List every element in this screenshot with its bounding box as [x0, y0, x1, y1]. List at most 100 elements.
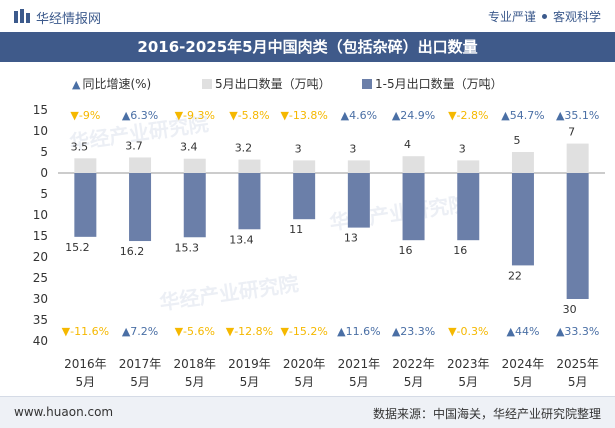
- x-tick-label: 5月: [294, 375, 314, 389]
- may-value-label: 7: [568, 126, 575, 139]
- legend-ytd: 1-5月出口数量（万吨）: [362, 75, 503, 92]
- y-tick-label: 15: [33, 103, 48, 117]
- dot-icon: [541, 14, 547, 19]
- brand-name: 华经情报网: [36, 12, 102, 27]
- may-yoy-label: ▲4.6%: [341, 109, 377, 122]
- ytd-value-label: 13: [344, 232, 358, 245]
- may-value-label: 3: [295, 142, 302, 155]
- y-tick-label: 5: [40, 145, 48, 159]
- legend-may-swatch: [202, 79, 212, 89]
- x-tick-label: 2025年: [556, 357, 599, 371]
- ytd-bar: [347, 173, 370, 228]
- x-tick-label: 2020年: [283, 357, 326, 371]
- legend-yoy-label: 同比增速(%): [82, 77, 152, 91]
- ytd-value-label: 16.2: [120, 245, 145, 258]
- y-tick-label: 0: [40, 166, 48, 180]
- x-tick-label: 5月: [513, 375, 533, 389]
- may-value-label: 3: [459, 142, 466, 155]
- ytd-yoy-label: ▼-5.6%: [175, 325, 215, 338]
- y-tick-label: 40: [33, 334, 48, 348]
- ytd-bar: [183, 173, 206, 238]
- legend-may: 5月出口数量（万吨）: [202, 75, 331, 92]
- x-tick-label: 5月: [404, 375, 424, 389]
- header: 华经情报网 专业严谨 客观科学: [0, 0, 615, 32]
- ytd-value-label: 30: [563, 303, 577, 316]
- ytd-bar: [129, 173, 152, 242]
- may-value-label: 3.5: [71, 140, 89, 153]
- may-value-label: 3: [349, 142, 356, 155]
- ytd-value-label: 16: [399, 244, 413, 257]
- ytd-bar: [74, 173, 97, 237]
- may-bar: [402, 156, 425, 173]
- may-bar: [129, 157, 152, 173]
- may-yoy-label: ▼-9.3%: [175, 109, 215, 122]
- ytd-value-label: 22: [508, 269, 522, 282]
- x-tick-label: 5月: [240, 375, 260, 389]
- x-tick-label: 2024年: [502, 357, 545, 371]
- may-bar: [238, 159, 261, 173]
- y-tick-label: 10: [33, 124, 48, 138]
- may-yoy-label: ▲35.1%: [556, 109, 599, 122]
- may-yoy-label: ▼-5.8%: [229, 109, 269, 122]
- x-tick-label: 2021年: [338, 357, 381, 371]
- tagline: 专业严谨 客观科学: [488, 8, 601, 25]
- x-tick-label: 2022年: [392, 357, 435, 371]
- website-link[interactable]: www.huaon.com: [14, 405, 114, 419]
- may-bar: [457, 160, 480, 173]
- up-triangle-icon: ▲: [72, 78, 81, 91]
- tagline-right: 客观科学: [552, 10, 601, 24]
- may-yoy-label: ▲24.9%: [392, 109, 435, 122]
- may-bar: [293, 160, 316, 173]
- y-tick-label: 35: [33, 313, 48, 327]
- may-yoy-label: ▼-2.8%: [448, 109, 488, 122]
- ytd-yoy-label: ▼-15.2%: [280, 325, 327, 338]
- may-bar: [347, 160, 370, 173]
- may-value-label: 3.2: [235, 142, 253, 155]
- y-tick-label: 20: [33, 250, 48, 264]
- legend: ▲ 同比增速(%) 5月出口数量（万吨） 1-5月出口数量（万吨）: [0, 72, 615, 94]
- ytd-value-label: 13.4: [229, 233, 254, 246]
- ytd-bar: [457, 173, 480, 241]
- may-yoy-label: ▲54.7%: [501, 109, 544, 122]
- ytd-yoy-label: ▲23.3%: [392, 325, 435, 338]
- ytd-bar: [238, 173, 261, 230]
- ytd-value-label: 16: [453, 244, 467, 257]
- data-source: 数据来源：中国海关，华经产业研究院整理: [372, 407, 601, 421]
- ytd-yoy-label: ▲11.6%: [337, 325, 380, 338]
- legend-ytd-swatch: [362, 79, 372, 89]
- ytd-value-label: 11: [289, 223, 303, 236]
- y-tick-label: 25: [33, 271, 48, 285]
- ytd-bar: [566, 173, 589, 299]
- ytd-bar: [402, 173, 425, 241]
- may-yoy-label: ▲6.3%: [122, 109, 158, 122]
- x-tick-label: 5月: [130, 375, 150, 389]
- y-tick-label: 15: [33, 229, 48, 243]
- x-tick-label: 2016年: [64, 357, 107, 371]
- may-bar: [183, 158, 206, 173]
- ytd-value-label: 15.3: [175, 241, 200, 254]
- ytd-yoy-label: ▼-11.6%: [62, 325, 109, 338]
- legend-ytd-label: 1-5月出口数量（万吨）: [375, 77, 503, 91]
- chart-plot: 华经产业研究院华经产业研究院华经产业研究院1510505101520253035…: [33, 103, 605, 389]
- may-bar: [566, 143, 589, 173]
- may-value-label: 3.4: [180, 141, 198, 154]
- watermark-2: 华经产业研究院: [158, 271, 300, 314]
- may-yoy-label: ▼-9%: [70, 109, 100, 122]
- x-tick-label: 2023年: [447, 357, 490, 371]
- may-bar: [511, 152, 534, 173]
- y-tick-label: 30: [33, 292, 48, 306]
- x-tick-label: 2017年: [119, 357, 162, 371]
- footer: www.huaon.com 数据来源：中国海关，华经产业研究院整理: [0, 396, 615, 428]
- chart-title: 2016-2025年5月中国肉类（包括杂碎）出口数量: [0, 32, 615, 62]
- x-tick-label: 5月: [568, 375, 588, 389]
- ytd-yoy-label: ▲33.3%: [556, 325, 599, 338]
- x-tick-label: 5月: [458, 375, 478, 389]
- x-tick-label: 2019年: [228, 357, 271, 371]
- x-tick-label: 2018年: [173, 357, 216, 371]
- x-tick-label: 5月: [349, 375, 369, 389]
- legend-yoy: ▲ 同比增速(%): [72, 75, 151, 92]
- ytd-yoy-label: ▲44%: [506, 325, 539, 338]
- x-tick-label: 5月: [76, 375, 96, 389]
- ytd-yoy-label: ▲7.2%: [122, 325, 158, 338]
- may-value-label: 5: [513, 134, 520, 147]
